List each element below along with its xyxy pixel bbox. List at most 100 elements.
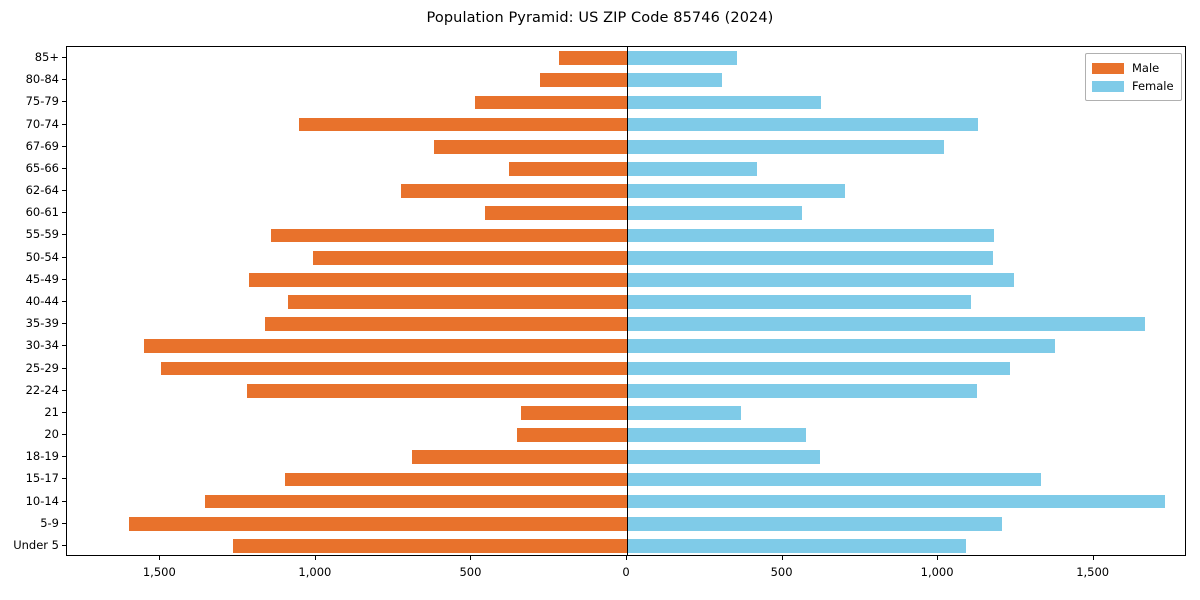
bar-male[interactable] — [521, 405, 627, 420]
bar-row — [67, 272, 1185, 287]
x-axis-tick-label: 0 — [622, 565, 630, 579]
bar-row — [67, 51, 1185, 65]
bar-row — [67, 73, 1185, 88]
bar-male[interactable] — [288, 295, 627, 309]
y-axis-tick-mark — [62, 456, 66, 458]
bar-female[interactable] — [627, 428, 806, 442]
y-axis-tick-mark — [62, 500, 66, 502]
legend-label: Female — [1132, 79, 1174, 93]
bar-female[interactable] — [627, 494, 1166, 509]
zero-axis-line — [627, 47, 628, 555]
y-axis-tick-label: 40-44 — [25, 294, 59, 308]
bar-male[interactable] — [233, 539, 627, 553]
x-axis-tick-mark — [1092, 556, 1094, 560]
y-axis-tick-mark — [62, 123, 66, 125]
bar-male[interactable] — [160, 361, 627, 376]
x-axis-tick-mark — [937, 556, 939, 560]
legend-label: Male — [1132, 61, 1160, 75]
bar-female[interactable] — [627, 516, 1002, 531]
chart-legend: Male Female — [1085, 53, 1182, 101]
y-axis-tick-mark — [62, 79, 66, 81]
bar-female[interactable] — [627, 383, 977, 398]
x-axis-tick-mark — [470, 556, 472, 560]
bar-row — [67, 383, 1185, 398]
y-axis-tick-label: 62-64 — [25, 183, 59, 198]
bar-male[interactable] — [144, 339, 627, 354]
bar-male[interactable] — [129, 516, 627, 531]
legend-swatch-icon — [1092, 62, 1124, 74]
bar-female[interactable] — [627, 472, 1041, 487]
bar-female[interactable] — [627, 51, 737, 65]
bar-female[interactable] — [627, 450, 820, 465]
bar-row — [67, 494, 1185, 509]
y-axis-tick-mark — [62, 345, 66, 347]
bar-row — [67, 228, 1185, 243]
bar-female[interactable] — [627, 405, 742, 420]
x-axis-tick-mark — [314, 556, 316, 560]
y-axis-tick-mark — [62, 434, 66, 436]
bar-male[interactable] — [559, 51, 627, 65]
bar-male[interactable] — [205, 494, 627, 509]
bar-female[interactable] — [627, 117, 978, 132]
plot-area — [66, 46, 1186, 556]
y-axis-tick-label: 18-19 — [25, 449, 59, 464]
bar-female[interactable] — [627, 339, 1055, 354]
x-axis-tick-label: 1,000 — [920, 565, 954, 579]
bar-row — [67, 428, 1185, 442]
bar-row — [67, 117, 1185, 132]
bar-female[interactable] — [627, 361, 1010, 376]
bar-male[interactable] — [299, 117, 627, 132]
bar-female[interactable] — [627, 272, 1015, 287]
bar-male[interactable] — [270, 228, 627, 243]
y-axis-tick-label: 80-84 — [25, 72, 59, 87]
bar-female[interactable] — [627, 250, 993, 265]
bar-female[interactable] — [627, 206, 803, 221]
bar-female[interactable] — [627, 317, 1145, 332]
y-axis-tick-mark — [62, 411, 66, 413]
bar-male[interactable] — [400, 184, 627, 198]
bar-female[interactable] — [627, 73, 723, 88]
legend-swatch-icon — [1092, 80, 1124, 92]
y-axis-tick-label: 67-69 — [25, 138, 59, 153]
y-axis-tick-label: 45-49 — [25, 271, 59, 286]
bar-male[interactable] — [509, 162, 627, 176]
bar-male[interactable] — [474, 95, 627, 110]
bar-female[interactable] — [627, 95, 822, 110]
bar-female[interactable] — [627, 539, 967, 553]
bar-male[interactable] — [249, 272, 627, 287]
bar-male[interactable] — [284, 472, 627, 487]
bar-male[interactable] — [539, 73, 627, 88]
y-axis-tick-mark — [62, 212, 66, 214]
bar-male[interactable] — [412, 450, 627, 465]
legend-item-male[interactable]: Male — [1092, 59, 1174, 77]
bar-female[interactable] — [627, 228, 995, 243]
bar-male[interactable] — [434, 139, 627, 154]
y-axis-tick-mark — [62, 544, 66, 546]
bar-male[interactable] — [264, 317, 627, 332]
bar-row — [67, 250, 1185, 265]
y-axis-tick-label: 20 — [44, 427, 59, 442]
y-axis-tick-mark — [62, 145, 66, 147]
bar-female[interactable] — [627, 295, 971, 309]
y-axis-tick-label: 65-66 — [25, 160, 59, 175]
bar-female[interactable] — [627, 139, 944, 154]
bar-row — [67, 539, 1185, 553]
bar-male[interactable] — [246, 383, 627, 398]
bar-male[interactable] — [484, 206, 627, 221]
y-axis-tick-mark — [62, 278, 66, 280]
bar-male[interactable] — [312, 250, 627, 265]
y-axis-tick-mark — [62, 301, 66, 302]
y-axis-tick-mark — [62, 57, 66, 59]
bar-female[interactable] — [627, 184, 845, 198]
legend-item-female[interactable]: Female — [1092, 77, 1174, 95]
x-axis-tick-label: 1,000 — [298, 565, 332, 579]
bar-male[interactable] — [516, 428, 627, 442]
y-axis-tick-label: 70-74 — [25, 116, 59, 131]
x-axis-tick-mark — [626, 556, 627, 560]
y-axis-tick-mark — [62, 190, 66, 192]
bar-row — [67, 184, 1185, 198]
bar-female[interactable] — [627, 162, 758, 176]
bars-layer — [67, 47, 1185, 555]
x-axis-tick-mark — [781, 556, 783, 560]
